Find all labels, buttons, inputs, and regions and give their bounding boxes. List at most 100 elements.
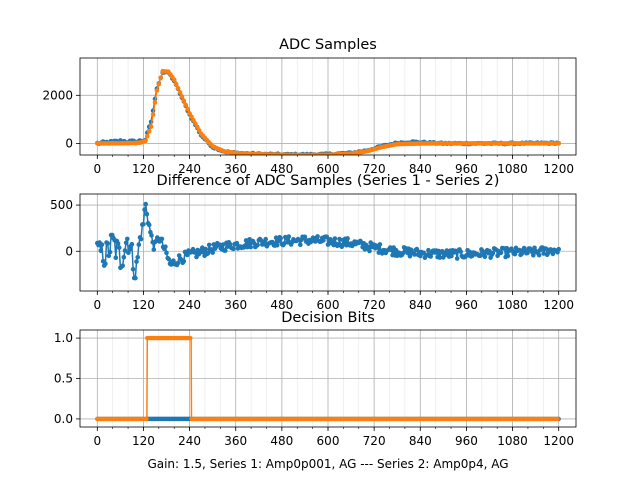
data-point: [138, 236, 144, 242]
x-tick-label: 960: [455, 434, 478, 448]
x-tick-label: 0: [93, 298, 101, 312]
footer-caption: Gain: 1.5, Series 1: Amp0p001, AG --- Se…: [147, 457, 508, 471]
x-tick-label: 600: [317, 434, 340, 448]
data-point: [187, 111, 192, 116]
data-point: [143, 138, 148, 144]
x-tick-label: 1200: [543, 162, 574, 176]
series-group: [95, 335, 561, 422]
data-point: [449, 253, 454, 259]
data-point: [263, 236, 269, 242]
data-point: [367, 248, 372, 254]
data-point: [407, 253, 413, 259]
x-axis: 0 120 240 360 480 600 720 840 960 1080 1200: [93, 427, 574, 448]
data-point: [366, 244, 371, 250]
data-point: [480, 249, 485, 254]
data-point: [134, 259, 139, 264]
data-point: [345, 236, 350, 241]
data-point: [125, 236, 130, 242]
data-point: [164, 250, 169, 256]
x-tick-label: 1080: [497, 434, 528, 448]
data-point: [173, 81, 179, 87]
data-point: [278, 236, 284, 241]
x-tick-label: 120: [132, 162, 155, 176]
y-tick-label: 500: [50, 198, 73, 212]
series-group: [95, 68, 561, 155]
grid: [80, 58, 576, 155]
data-point: [175, 85, 181, 91]
data-point: [152, 100, 158, 105]
data-point: [171, 77, 177, 82]
data-point: [113, 255, 119, 260]
x-tick-label: 840: [409, 162, 432, 176]
data-point: [106, 253, 112, 259]
data-point: [234, 240, 240, 246]
data-point: [144, 211, 150, 217]
data-point: [191, 117, 196, 123]
series-markers-2: [95, 68, 561, 155]
data-point: [223, 248, 228, 253]
data-point: [107, 249, 113, 255]
data-point: [206, 242, 212, 248]
data-point: [298, 242, 303, 247]
x-tick-label: 720: [363, 162, 386, 176]
x-tick-label: 1080: [497, 298, 528, 312]
data-point: [487, 248, 492, 254]
x-tick-label: 480: [270, 298, 293, 312]
data-point: [120, 263, 125, 269]
data-point: [227, 241, 233, 247]
y-axis: 0 500: [50, 198, 80, 258]
data-point: [315, 234, 320, 239]
data-point: [517, 247, 522, 253]
data-point: [177, 90, 183, 95]
data-point: [130, 267, 136, 272]
x-tick-label: 840: [409, 298, 432, 312]
x-tick-label: 360: [224, 434, 247, 448]
y-tick-label: 0: [65, 244, 73, 258]
x-tick-label: 720: [363, 434, 386, 448]
data-point: [556, 141, 561, 146]
data-point: [135, 254, 140, 260]
data-point: [377, 242, 383, 247]
data-point: [332, 236, 338, 241]
data-point: [543, 246, 549, 251]
data-point: [146, 222, 152, 228]
data-point: [136, 242, 142, 247]
x-tick-label: 120: [132, 434, 155, 448]
data-point: [196, 128, 202, 133]
data-point: [163, 244, 168, 249]
x-tick-label: 120: [132, 298, 155, 312]
x-tick-label: 1200: [543, 298, 574, 312]
data-point: [217, 242, 222, 247]
data-point: [458, 249, 464, 254]
x-axis: 0 120 240 360 480 600 720 840 960 1080 1200: [93, 155, 574, 176]
data-point: [98, 248, 104, 254]
y-axis: 0.0 0.5 1.0: [54, 331, 80, 426]
data-point: [555, 416, 560, 422]
x-tick-label: 960: [455, 298, 478, 312]
difference-chart: 0 120 240 360 480 600 720 840 960 1080 1200 0 500: [50, 193, 577, 312]
data-point: [273, 235, 279, 240]
data-point: [146, 129, 152, 134]
x-tick-label: 0: [93, 162, 101, 176]
data-point: [541, 251, 546, 256]
y-tick-label: 0: [65, 136, 73, 150]
data-point: [195, 124, 200, 130]
x-tick-label: 1080: [497, 162, 528, 176]
data-point: [220, 242, 226, 247]
data-point: [412, 252, 417, 257]
data-point: [302, 234, 308, 240]
data-point: [144, 416, 149, 422]
x-tick-label: 480: [270, 434, 293, 448]
chart3-title: Decision Bits: [281, 310, 375, 326]
data-point: [105, 241, 110, 246]
data-point: [248, 244, 253, 250]
data-point: [313, 239, 318, 244]
data-point: [133, 275, 138, 281]
adc-samples-chart: 0 120 240 360 480 600 720 840 960 1080 1200 0 2000: [42, 57, 577, 176]
x-tick-label: 840: [409, 434, 432, 448]
data-point: [246, 241, 251, 246]
chart1-title: ADC Samples: [279, 37, 377, 53]
data-point: [286, 234, 292, 239]
data-point: [149, 233, 154, 238]
data-point: [115, 241, 121, 246]
